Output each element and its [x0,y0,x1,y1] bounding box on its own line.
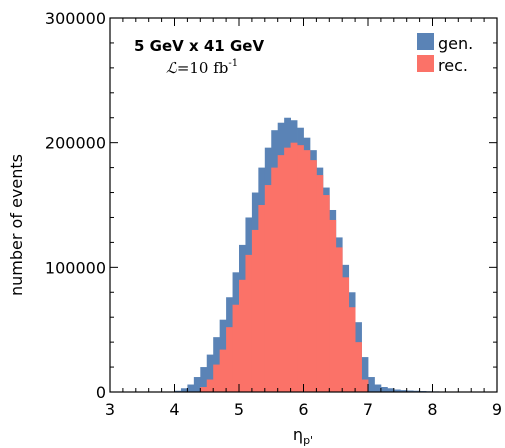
bar-rec-20 [239,279,246,392]
bar-rec-33 [322,195,330,392]
ticks: 3 4 5 6 7 8 9 0 100000 200000 300000 [45,9,502,419]
bar-gen-47 [413,390,420,392]
bar-rec-25 [271,167,279,392]
bar-gen-12 [187,384,195,392]
bar-rec-14 [200,387,208,392]
bar-rec-24 [264,185,272,392]
bar-rec-39 [361,379,369,392]
bar-rec-31 [309,160,317,392]
legend-swatch-gen [417,33,434,50]
y-tick-label: 0 [96,383,106,402]
bar-rec-19 [232,304,240,392]
lumi-exp: -1 [228,58,238,69]
bar-gen-42 [380,387,388,392]
bar-rec-32 [316,175,324,392]
y-axis-label: number of events [7,154,26,296]
bar-gen-11 [180,388,188,392]
bar-rec-36 [342,277,350,392]
bar-gen-40 [368,377,375,392]
bar-gen-41 [374,384,382,392]
bar-rec-38 [355,342,362,392]
bar-rec-35 [335,247,343,392]
bar-rec-17 [219,349,227,392]
bar-rec-21 [245,254,253,392]
bar-rec-30 [303,150,311,392]
bar-rec-23 [258,205,266,392]
bar-rec-18 [226,327,233,392]
x-tick-label: 4 [169,400,179,419]
bar-gen-39 [361,357,369,392]
energy-annotation: 5 GeV x 41 GeV [134,37,264,55]
bar-rec-15 [206,379,214,392]
x-axis-label-sub: p' [303,434,313,447]
bar-rec-16 [213,364,221,392]
bar-rec-28 [290,142,298,392]
legend-swatch-rec [417,55,434,72]
x-tick-label: 9 [492,400,502,419]
y-tick-label: 100000 [45,258,106,277]
bar-rec-37 [348,307,356,392]
bar-rec-26 [277,155,285,392]
luminosity-annotation: ℒ=10 fb-1 [166,58,238,77]
bar-rec-22 [251,229,259,392]
bar-gen-10 [174,390,182,392]
x-tick-label: 3 [105,400,115,419]
x-axis-label: ηp' [293,425,313,447]
x-tick-label: 7 [363,400,373,419]
bar-gen-43 [387,388,395,392]
bar-rec-27 [284,147,291,392]
x-tick-label: 5 [234,400,244,419]
y-tick-label: 300000 [45,9,106,28]
bar-rec-34 [329,219,337,392]
legend-label-gen: gen. [438,34,473,53]
legend-label-rec: rec. [438,56,468,75]
x-tick-label: 8 [427,400,437,419]
bar-gen-13 [193,377,201,392]
bar-gen-14 [200,367,208,392]
bar-gen-15 [206,354,214,392]
y-tick-label: 200000 [45,134,106,153]
x-tick-label: 6 [298,400,308,419]
bar-rec-29 [297,145,304,392]
bar-gen-44 [393,389,401,392]
bar-gen-45 [400,390,408,392]
lumi-symbol: ℒ [166,59,178,77]
x-axis-label-main: η [293,425,303,444]
series-rec-bars [200,142,369,392]
bar-gen-46 [406,390,414,392]
lumi-value: =10 fb [177,59,229,77]
